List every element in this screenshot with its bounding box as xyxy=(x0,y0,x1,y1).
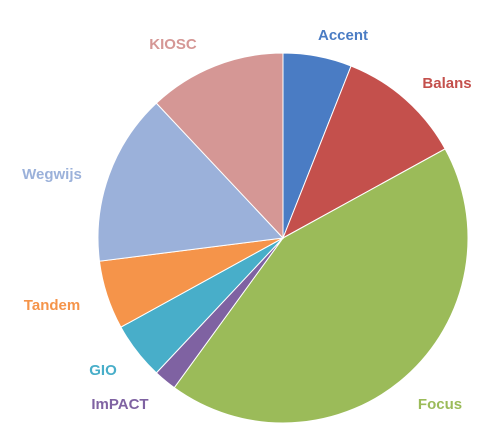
slice-label: Tandem xyxy=(24,297,80,314)
slice-label: ImPACT xyxy=(91,396,148,413)
pie-slice xyxy=(97,102,285,262)
slice-label: Focus xyxy=(418,396,462,413)
slice-label: KIOSC xyxy=(149,36,197,53)
pie-slice xyxy=(173,148,469,424)
slice-label: Accent xyxy=(318,27,368,44)
pie-slice xyxy=(282,65,446,240)
slice-label: GIO xyxy=(89,362,117,379)
slice-label: Balans xyxy=(422,75,471,92)
pie-slice xyxy=(155,52,284,240)
slice-label: Wegwijs xyxy=(22,166,82,183)
